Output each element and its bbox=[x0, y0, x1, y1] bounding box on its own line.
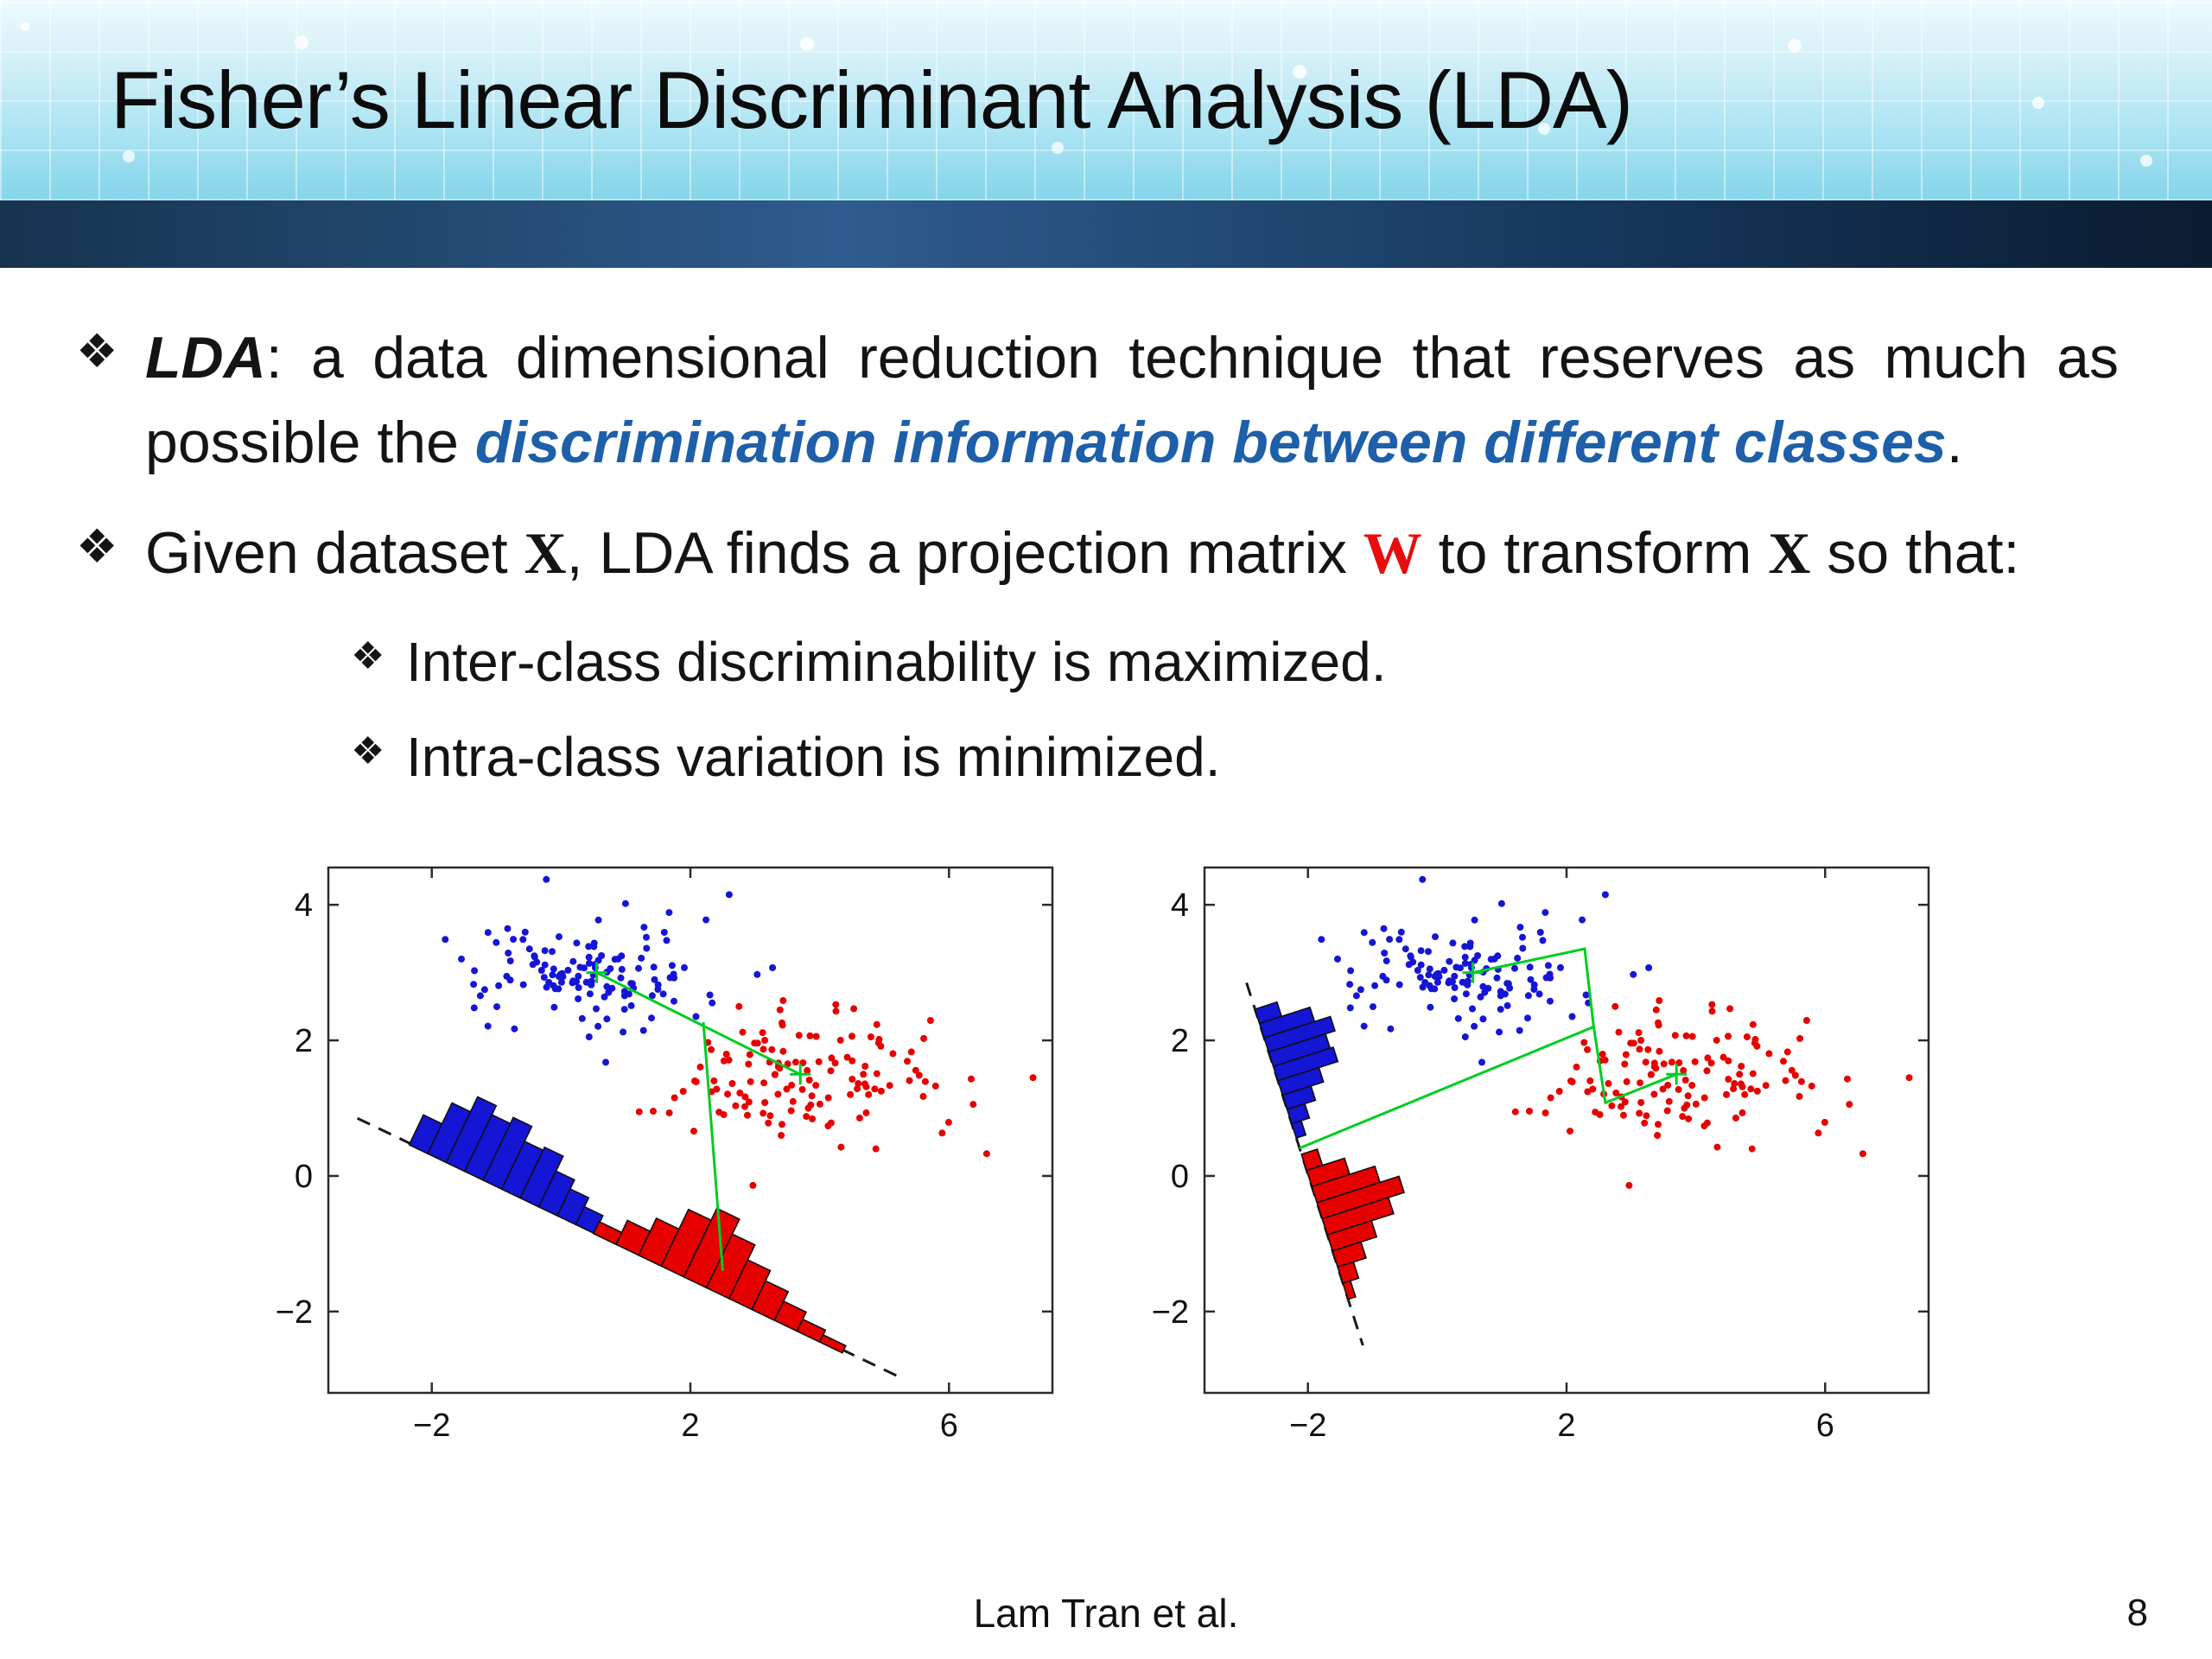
bullet-lda-definition: ❖ LDA: a data dimensional reduction tech… bbox=[76, 316, 2119, 486]
lda-definition-period: . bbox=[1946, 409, 1963, 475]
svg-text:0: 0 bbox=[295, 1159, 313, 1195]
svg-text:2: 2 bbox=[1557, 1408, 1575, 1444]
lda-term: LDA bbox=[145, 325, 266, 391]
slide-title: Fisher’s Linear Discriminant Analysis (L… bbox=[111, 54, 1633, 145]
diamond-bullet-icon: ❖ bbox=[351, 634, 385, 677]
svg-text:−2: −2 bbox=[276, 1294, 313, 1331]
b2-pre-text: Given dataset bbox=[145, 519, 524, 586]
bullet-inter-class: ❖ Inter-class discriminability is maximi… bbox=[351, 622, 2119, 702]
b2-mid-text-1: , LDA finds a projection matrix bbox=[566, 519, 1363, 586]
svg-text:−2: −2 bbox=[413, 1408, 450, 1444]
dataset-X-symbol: X bbox=[1768, 519, 1811, 586]
lda-definition-text: LDA: a data dimensional reduction techni… bbox=[145, 316, 2119, 486]
chart-projection-onto-class-means-line: −2 2 6 −2 0 2 4 bbox=[249, 850, 1070, 1456]
lda-separator: : bbox=[265, 325, 312, 391]
bullet-projection-matrix: ❖ Given dataset X, LDA finds a projectio… bbox=[76, 512, 2119, 596]
projection-matrix-W-symbol: W bbox=[1363, 519, 1422, 586]
header-divider-bar bbox=[0, 200, 2212, 268]
slide-header: Fisher’s Linear Discriminant Analysis (L… bbox=[0, 0, 2212, 200]
svg-text:−2: −2 bbox=[1152, 1294, 1189, 1331]
bullet-intra-class: ❖ Intra-class variation is minimized. bbox=[351, 717, 2119, 797]
svg-text:2: 2 bbox=[1171, 1023, 1189, 1059]
svg-text:4: 4 bbox=[295, 887, 313, 924]
svg-text:0: 0 bbox=[1171, 1159, 1189, 1195]
diamond-bullet-icon: ❖ bbox=[76, 326, 118, 378]
b2-tail-text: so that: bbox=[1810, 519, 2020, 586]
chart-fisher-discriminant-projection: −2 2 6 −2 0 2 4 bbox=[1125, 850, 1946, 1456]
svg-text:2: 2 bbox=[295, 1023, 313, 1059]
svg-text:−2: −2 bbox=[1289, 1408, 1326, 1444]
intra-class-text: Intra-class variation is minimized. bbox=[406, 725, 1221, 788]
dataset-X-symbol: X bbox=[524, 519, 567, 586]
svg-text:6: 6 bbox=[1816, 1408, 1834, 1444]
inter-class-text: Inter-class discriminability is maximize… bbox=[406, 630, 1387, 693]
svg-text:4: 4 bbox=[1171, 887, 1189, 924]
diamond-bullet-icon: ❖ bbox=[351, 729, 385, 772]
lda-definition-lead: a data dimensional reduction technique t… bbox=[145, 325, 2119, 475]
projection-matrix-text: Given dataset X, LDA finds a projection … bbox=[145, 512, 2119, 596]
svg-text:6: 6 bbox=[940, 1408, 958, 1444]
svg-text:2: 2 bbox=[681, 1408, 699, 1444]
figures-row: −2 2 6 −2 0 2 4 −2 2 6 −2 0 2 4 bbox=[76, 850, 2119, 1456]
page-number: 8 bbox=[2126, 1592, 2148, 1634]
emphasis-discrimination-information: discrimination information between diffe… bbox=[474, 409, 1947, 475]
slide-body: ❖ LDA: a data dimensional reduction tech… bbox=[0, 268, 2212, 1456]
b2-mid-text-2: to transform bbox=[1421, 519, 1769, 586]
diamond-bullet-icon: ❖ bbox=[76, 520, 118, 573]
footer-citation: Lam Tran et al. bbox=[973, 1591, 1239, 1636]
header-network-dots-decoration bbox=[21, 22, 29, 31]
